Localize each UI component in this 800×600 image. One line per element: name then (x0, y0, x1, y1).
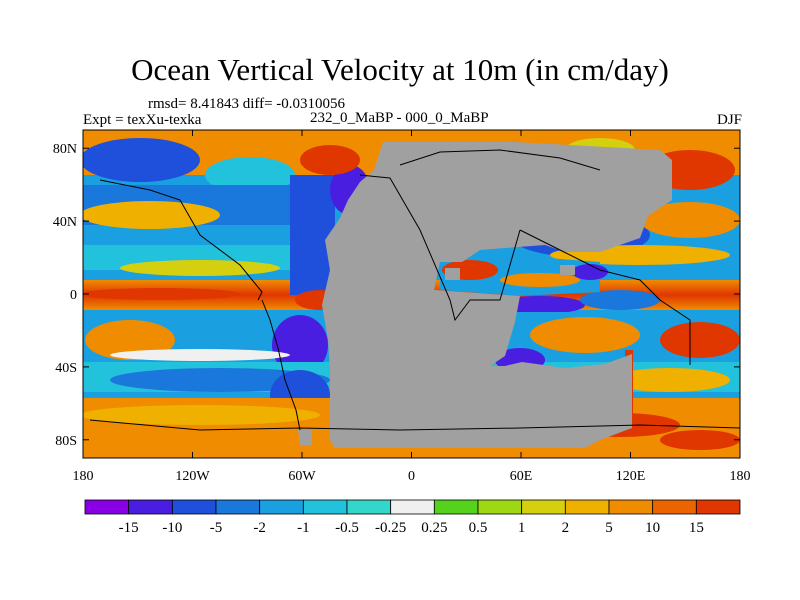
colorbar-label: 15 (689, 520, 704, 536)
colorbar-label: 1 (518, 520, 526, 536)
colorbar-label: 2 (562, 520, 570, 536)
colorbar-box (171, 499, 217, 515)
colorbar-label: -5 (210, 520, 223, 536)
colorbar-box (652, 499, 697, 515)
colorbar-label: 10 (645, 520, 660, 536)
colorbar-label: -0.25 (375, 520, 406, 536)
x-axis: 180 120W 60W 0 60E 120E 180 (73, 130, 751, 484)
y-tick-label: 80S (55, 434, 77, 449)
colorbar-label: -2 (253, 520, 266, 536)
coastline-antarctica (89, 419, 741, 431)
field-patch (660, 430, 740, 450)
colorbar-label: 0.5 (469, 520, 488, 536)
colorbar-box (695, 499, 741, 515)
experiment-label: Expt = texXu-texka (83, 112, 202, 128)
colorbar-box (84, 499, 130, 515)
x-tick-label: 120W (175, 469, 210, 484)
field-patch (530, 317, 640, 353)
field-patch (120, 260, 280, 276)
coastline-north-america (99, 179, 263, 301)
colorbar-label: -0.5 (335, 520, 359, 536)
field-patch (290, 175, 335, 295)
field-patch (500, 273, 580, 287)
coastline-eurasia (399, 149, 601, 171)
colorbar-box (390, 499, 435, 515)
colorbar-box (433, 499, 479, 515)
colorbar-box (259, 499, 304, 515)
modern-coastlines (89, 149, 741, 431)
field-patch (660, 322, 740, 358)
x-tick-label: 0 (408, 469, 415, 484)
colorbar-box (608, 499, 654, 515)
field-patch (580, 290, 660, 310)
field-patch (83, 138, 200, 182)
island (445, 268, 460, 280)
difference-label: 232_0_MaBP - 000_0_MaBP (310, 110, 489, 126)
x-tick-label: 180 (73, 469, 94, 484)
field-patch (572, 264, 608, 280)
colorbar-box (564, 499, 610, 515)
coastline-africa (359, 174, 521, 322)
season-label: DJF (716, 112, 742, 128)
colorbar-label: 5 (605, 520, 613, 536)
y-tick-label: 40N (53, 215, 77, 230)
x-tick-label: 60E (510, 469, 533, 484)
rmsd-diff-stats: rmsd= 8.41843 diff= -0.0310056 (148, 96, 346, 112)
island (560, 265, 575, 275)
colorbar-box (521, 499, 566, 515)
pangaea-landmass (322, 142, 672, 448)
field-patch (83, 201, 220, 229)
field-patch (610, 368, 730, 392)
x-tick-label: 180 (730, 469, 751, 484)
colorbar-box (215, 499, 261, 515)
y-tick-label: 40S (55, 361, 77, 376)
y-axis: 80N 40N 0 40S 80S (53, 142, 740, 449)
colorbar-box (302, 499, 348, 515)
field-patch (110, 349, 290, 361)
colorbar-label: -10 (162, 520, 182, 536)
coastline-south-america (261, 299, 301, 431)
x-tick-label: 120E (616, 469, 646, 484)
field-patch (83, 405, 320, 425)
island (298, 430, 312, 445)
colorbar: -15 -10 -5 -2 -1 -0.5 -0.25 0.25 0.5 1 2 5 10 15 (84, 499, 741, 536)
field-patch (83, 288, 240, 300)
colorbar-box (128, 499, 173, 515)
field-patch (272, 315, 328, 375)
x-tick-label: 60W (288, 469, 316, 484)
coastline-asia-australia (519, 229, 691, 365)
field-patch (205, 157, 295, 193)
field-patch (300, 145, 360, 175)
colorbar-box (346, 499, 392, 515)
colorbar-label: -1 (297, 520, 310, 536)
colorbar-label: 0.25 (421, 520, 447, 536)
colorbar-label: -15 (119, 520, 139, 536)
y-tick-label: 80N (53, 142, 77, 157)
colorbar-box (477, 499, 523, 515)
y-tick-label: 0 (70, 288, 77, 303)
field-patch (640, 202, 740, 238)
plot-title: Ocean Vertical Velocity at 10m (in cm/da… (131, 52, 669, 87)
